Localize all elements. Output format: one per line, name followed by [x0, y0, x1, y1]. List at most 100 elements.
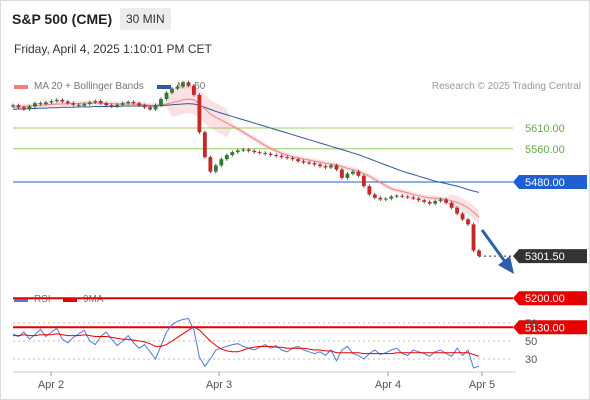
- ma9-label: 9MA: [83, 294, 104, 305]
- candle-body: [400, 195, 405, 197]
- level-label-5301.50: 5301.50: [525, 251, 565, 263]
- candle-body: [367, 186, 372, 195]
- level-tag-5200.00: [513, 291, 587, 306]
- candle-body: [49, 101, 54, 103]
- candle-body: [109, 105, 114, 107]
- candle-body: [27, 106, 32, 110]
- candle-body: [115, 104, 120, 107]
- candle-body: [224, 155, 229, 160]
- candle-body: [153, 105, 158, 110]
- ma50-swatch: [157, 84, 171, 89]
- candle-body: [208, 157, 213, 172]
- candle-body: [345, 173, 350, 178]
- candle-body: [340, 169, 344, 178]
- candle-body: [22, 107, 26, 110]
- rsi-tick-70: 70: [525, 318, 537, 330]
- candle-body: [71, 103, 76, 105]
- candle-body: [170, 88, 174, 93]
- candle-body: [87, 102, 92, 104]
- rsi-swatch: [14, 297, 28, 302]
- candle-body: [104, 103, 109, 106]
- candle-body: [389, 196, 394, 199]
- rsi-label: RSI: [34, 294, 51, 305]
- candle-body: [197, 94, 202, 133]
- candle-body: [38, 103, 43, 105]
- candle-body: [235, 150, 240, 153]
- candle-body: [411, 197, 416, 199]
- candle-body: [11, 105, 15, 107]
- candle-body: [213, 165, 218, 172]
- candle-body: [268, 153, 273, 156]
- candle-body: [318, 164, 322, 167]
- candle-body: [416, 198, 421, 201]
- candle-body: [54, 99, 59, 102]
- level-label-5610.00: 5610.00: [525, 123, 565, 135]
- candle-body: [159, 99, 163, 106]
- candle-body: [16, 105, 21, 108]
- candle-body: [252, 150, 257, 153]
- candle-body: [142, 105, 147, 108]
- candle-body: [405, 196, 410, 198]
- candle-body: [449, 202, 454, 208]
- forecast-arrow: [480, 229, 508, 264]
- timestamp: Friday, April 4, 2025 1:10:01 PM CET: [14, 42, 212, 56]
- candle-body: [274, 155, 279, 157]
- level-label-5480.00: 5480.00: [525, 177, 565, 189]
- rsi-tick-30: 30: [525, 354, 537, 366]
- candle-body: [148, 107, 152, 110]
- candle-body: [471, 224, 476, 251]
- candle-body: [356, 171, 361, 176]
- candle-body: [466, 219, 470, 225]
- candle-body: [137, 103, 142, 106]
- legend-ma20: MA 20 + Bollinger Bands: [14, 81, 144, 92]
- rsi-tick-50: 50: [525, 336, 537, 348]
- ma20-label: MA 20 + Bollinger Bands: [34, 81, 144, 92]
- candle-body: [383, 198, 388, 200]
- ma9-swatch: [63, 297, 77, 302]
- candle-body: [378, 197, 383, 200]
- candle-body: [301, 161, 306, 163]
- candle-body: [131, 101, 136, 104]
- candle-body: [76, 104, 81, 106]
- candle-body: [312, 163, 317, 165]
- ma20-swatch: [14, 84, 28, 89]
- candle-body: [43, 102, 48, 104]
- timeframe-button[interactable]: 30 MIN: [120, 8, 171, 30]
- candle-body: [427, 201, 432, 204]
- candle-body: [433, 201, 438, 204]
- candle-body: [186, 82, 191, 86]
- candle-body: [230, 152, 235, 156]
- candle-body: [33, 103, 37, 107]
- candle-body: [460, 213, 465, 220]
- candle-body: [181, 82, 185, 87]
- candle-body: [279, 155, 284, 158]
- candle-body: [334, 165, 339, 170]
- candle-body: [307, 162, 311, 164]
- candle-body: [455, 207, 459, 214]
- candle-body: [219, 159, 224, 166]
- candle-body: [202, 132, 207, 158]
- instrument-title: S&P 500 (CME): [12, 11, 113, 27]
- candle-body: [120, 103, 125, 105]
- candle-body: [372, 194, 377, 198]
- candle-body: [263, 152, 268, 154]
- candle-body: [246, 149, 251, 151]
- legend-ma9: 9MA: [63, 294, 104, 305]
- candle-body: [285, 157, 290, 159]
- candle-body: [394, 195, 399, 197]
- candle-body: [126, 101, 131, 104]
- level-tag-5130.00: [513, 320, 587, 335]
- ma20-line: [12, 98, 480, 218]
- x-tick-Apr 2: Apr 2: [38, 379, 64, 391]
- candle-body: [329, 165, 333, 168]
- x-tick-Apr 3: Apr 3: [206, 379, 232, 391]
- candle-body: [350, 171, 355, 174]
- candle-body: [477, 250, 481, 256]
- candle-body: [60, 99, 65, 102]
- chart-header: S&P 500 (CME) 30 MIN: [1, 1, 589, 37]
- candle-body: [191, 85, 196, 95]
- candle-body: [323, 166, 328, 168]
- rsi-ma-line: [13, 326, 480, 357]
- x-tick-Apr 5: Apr 5: [469, 379, 495, 391]
